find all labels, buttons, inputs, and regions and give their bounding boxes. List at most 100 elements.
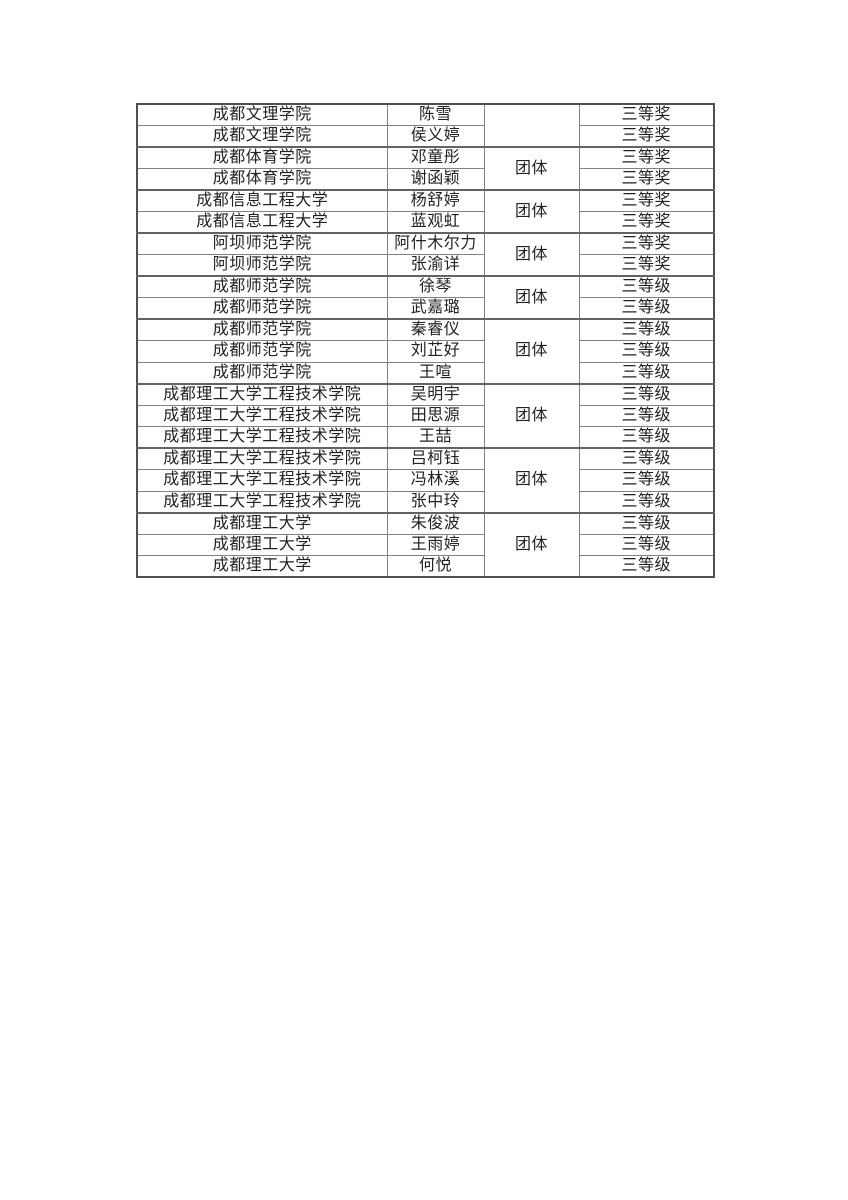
group-cell: 团体 <box>483 447 580 513</box>
name-cell: 蓝观虹 <box>386 211 485 234</box>
award-cell: 三等奖 <box>578 254 715 277</box>
school-cell: 阿坝师范学院 <box>136 232 388 255</box>
name-cell: 王喆 <box>386 426 485 449</box>
award-cell: 三等级 <box>578 555 715 578</box>
school-cell: 成都理工大学工程技术学院 <box>136 490 388 513</box>
school-cell: 成都师范学院 <box>136 361 388 384</box>
name-cell: 田思源 <box>386 404 485 427</box>
table-row: 成都信息工程大学 蓝观虹 三等奖 <box>136 211 715 234</box>
school-cell: 成都体育学院 <box>136 146 388 169</box>
name-cell: 刘芷好 <box>386 340 485 363</box>
table-row: 阿坝师范学院 张渝详 三等奖 <box>136 254 715 277</box>
school-cell: 成都文理学院 <box>136 125 388 148</box>
award-cell: 三等级 <box>578 533 715 556</box>
table-row: 成都理工大学 朱俊波 团体 三等级 <box>136 511 715 578</box>
school-cell: 成都师范学院 <box>136 297 388 320</box>
table-row: 成都师范学院 徐琴 团体 三等级 <box>136 275 715 320</box>
award-cell: 三等奖 <box>578 189 715 212</box>
group-cell: 团体 <box>483 275 580 320</box>
table-row: 成都理工大学工程技术学院 吕柯钰 团体 三等级 <box>136 447 715 513</box>
school-cell: 成都理工大学工程技术学院 <box>136 404 388 427</box>
school-cell: 成都体育学院 <box>136 168 388 191</box>
award-cell: 三等级 <box>578 511 715 535</box>
name-cell: 张中玲 <box>386 490 485 513</box>
school-cell: 成都师范学院 <box>136 275 388 298</box>
award-cell: 三等级 <box>578 361 715 384</box>
name-cell: 徐琴 <box>386 275 485 298</box>
school-cell: 成都理工大学 <box>136 511 388 535</box>
name-cell: 王雨婷 <box>386 533 485 556</box>
award-cell: 三等奖 <box>578 168 715 191</box>
name-cell: 张渝详 <box>386 254 485 277</box>
table-row: 成都文理学院 陈雪 三等奖 <box>136 103 715 148</box>
award-cell: 三等奖 <box>578 146 715 169</box>
name-cell: 王喧 <box>386 361 485 384</box>
table-row: 成都理工大学工程技术学院 吴明宇 团体 三等级 <box>136 382 715 449</box>
table-row: 成都师范学院 王喧 三等级 <box>136 361 715 384</box>
school-cell: 成都理工大学工程技术学院 <box>136 469 388 492</box>
table-row: 成都理工大学工程技术学院 田思源 三等级 <box>136 404 715 427</box>
award-cell: 三等级 <box>578 382 715 406</box>
school-cell: 成都信息工程大学 <box>136 189 388 212</box>
award-cell: 三等级 <box>578 297 715 320</box>
award-cell: 三等奖 <box>578 125 715 148</box>
table-row: 成都师范学院 秦睿仪 团体 三等级 <box>136 318 715 384</box>
table-row: 成都理工大学工程技术学院 张中玲 三等级 <box>136 490 715 513</box>
school-cell: 成都信息工程大学 <box>136 211 388 234</box>
award-cell: 三等级 <box>578 447 715 470</box>
award-cell: 三等级 <box>578 340 715 363</box>
award-cell: 三等级 <box>578 426 715 449</box>
group-cell <box>483 103 580 148</box>
school-cell: 阿坝师范学院 <box>136 254 388 277</box>
group-cell: 团体 <box>483 232 580 277</box>
name-cell: 陈雪 <box>386 103 485 126</box>
award-cell: 三等级 <box>578 469 715 492</box>
name-cell: 邓童彤 <box>386 146 485 169</box>
school-cell: 成都师范学院 <box>136 318 388 341</box>
school-cell: 成都理工大学 <box>136 533 388 556</box>
table-row: 成都理工大学 何悦 三等级 <box>136 555 715 578</box>
award-cell: 三等奖 <box>578 103 715 126</box>
group-cell: 团体 <box>483 382 580 449</box>
name-cell: 谢函颖 <box>386 168 485 191</box>
school-cell: 成都文理学院 <box>136 103 388 126</box>
school-cell: 成都理工大学 <box>136 555 388 578</box>
group-cell: 团体 <box>483 511 580 578</box>
award-cell: 三等级 <box>578 404 715 427</box>
name-cell: 杨舒婷 <box>386 189 485 212</box>
name-cell: 何悦 <box>386 555 485 578</box>
name-cell: 冯林溪 <box>386 469 485 492</box>
group-cell: 团体 <box>483 189 580 234</box>
name-cell: 吴明宇 <box>386 382 485 406</box>
name-cell: 朱俊波 <box>386 511 485 535</box>
school-cell: 成都理工大学工程技术学院 <box>136 426 388 449</box>
name-cell: 秦睿仪 <box>386 318 485 341</box>
award-cell: 三等级 <box>578 318 715 341</box>
school-cell: 成都师范学院 <box>136 340 388 363</box>
award-cell: 三等级 <box>578 490 715 513</box>
name-cell: 武嘉璐 <box>386 297 485 320</box>
table-row: 成都理工大学 王雨婷 三等级 <box>136 533 715 556</box>
group-cell: 团体 <box>483 146 580 191</box>
table-row: 成都理工大学工程技术学院 王喆 三等级 <box>136 426 715 449</box>
name-cell: 侯义婷 <box>386 125 485 148</box>
school-cell: 成都理工大学工程技术学院 <box>136 447 388 470</box>
table-row: 成都体育学院 邓童彤 团体 三等奖 <box>136 146 715 191</box>
name-cell: 阿什木尔力 <box>386 232 485 255</box>
award-table-body: 成都文理学院 陈雪 三等奖 成都文理学院 侯义婷 三等奖 成都体育学院 邓童彤 团体 三等奖 成都体… <box>136 103 715 578</box>
table-row: 成都理工大学工程技术学院 冯林溪 三等级 <box>136 469 715 492</box>
school-cell: 成都理工大学工程技术学院 <box>136 382 388 406</box>
table-row: 成都师范学院 刘芷好 三等级 <box>136 340 715 363</box>
award-cell: 三等级 <box>578 275 715 298</box>
award-table: 成都文理学院 陈雪 三等奖 成都文理学院 侯义婷 三等奖 成都体育学院 邓童彤 团体 三等奖 成都体… <box>136 103 715 578</box>
group-cell: 团体 <box>483 318 580 384</box>
table-row: 成都体育学院 谢函颖 三等奖 <box>136 168 715 191</box>
table-row: 成都信息工程大学 杨舒婷 团体 三等奖 <box>136 189 715 234</box>
table-row: 成都文理学院 侯义婷 三等奖 <box>136 125 715 148</box>
table-row: 成都师范学院 武嘉璐 三等级 <box>136 297 715 320</box>
table-row: 阿坝师范学院 阿什木尔力 团体 三等奖 <box>136 232 715 277</box>
name-cell: 吕柯钰 <box>386 447 485 470</box>
award-cell: 三等奖 <box>578 211 715 234</box>
award-cell: 三等奖 <box>578 232 715 255</box>
